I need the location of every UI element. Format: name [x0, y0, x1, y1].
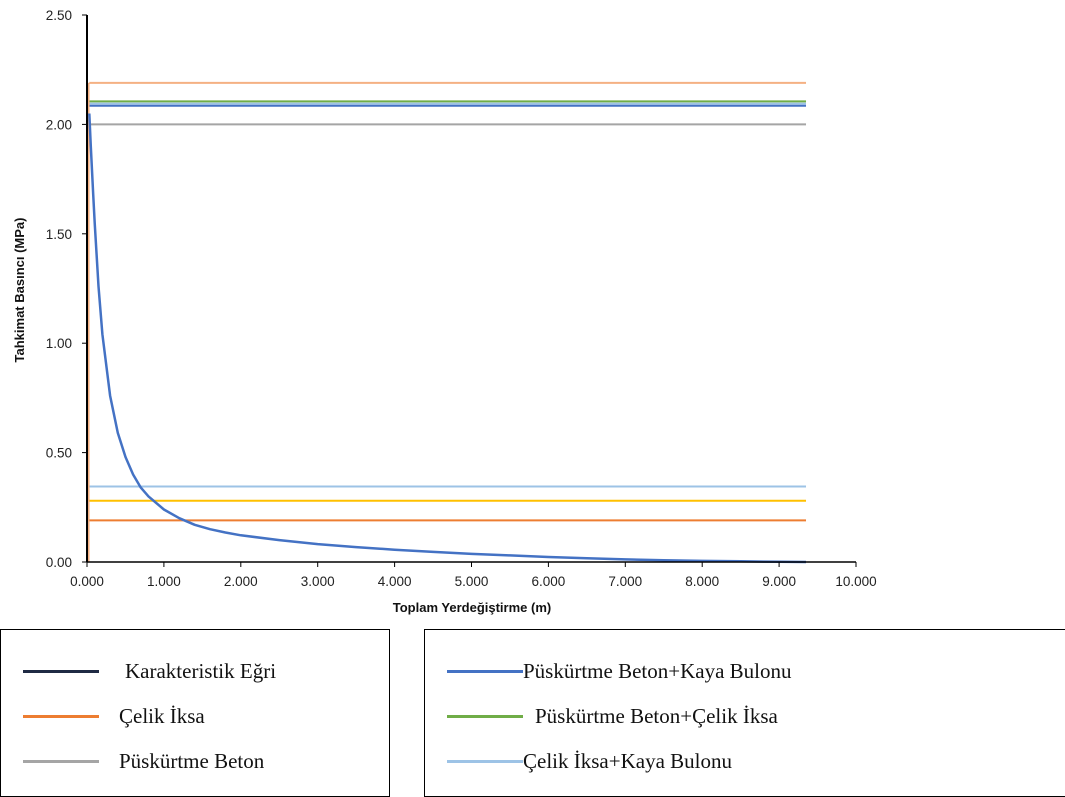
legend-swatch	[23, 669, 99, 673]
y-tick-label: 2.50	[46, 8, 72, 23]
legend-swatch	[23, 714, 99, 718]
x-tick-label: 1.000	[147, 574, 181, 589]
legend-item: Püskürtme Beton	[23, 746, 264, 776]
legend-right: Püskürtme Beton+Kaya Bulonu Püskürtme Be…	[424, 629, 1065, 797]
legend-swatch	[23, 759, 99, 763]
chart: 0.000 1.000 2.000 3.000 4.000 5.000 6.000 7.000…	[12, 8, 877, 615]
legend-item: Çelik İksa+Kaya Bulonu	[447, 746, 732, 776]
legend-label: Karakteristik Eğri	[125, 658, 277, 683]
legend-left: Karakteristik Eğri Çelik İksa Püskürtme …	[0, 629, 390, 797]
legend-swatch	[447, 714, 523, 718]
characteristic-curve	[88, 113, 807, 564]
x-tick-label: 3.000	[301, 574, 335, 589]
legend-item: Püskürtme Beton+Çelik İksa	[447, 701, 778, 731]
legend-label: Püskürtme Beton+Kaya Bulonu	[523, 658, 792, 683]
legend-label: Çelik İksa+Kaya Bulonu	[523, 748, 732, 773]
x-tick-label: 10.000	[835, 574, 876, 589]
y-tick-label: 0.50	[46, 446, 72, 461]
legend-swatch	[447, 669, 523, 673]
legend-item: Çelik İksa	[23, 701, 205, 731]
plot-area	[86, 81, 807, 564]
axes: 0.000 1.000 2.000 3.000 4.000 5.000 6.000 7.000…	[46, 8, 877, 589]
y-tick-label: 1.00	[46, 336, 72, 351]
x-axis-title: Toplam Yerdeğiştirme (m)	[393, 600, 551, 615]
legend-item: Karakteristik Eğri	[23, 656, 276, 686]
x-tick-label: 8.000	[685, 574, 719, 589]
y-tick-label: 2.00	[46, 117, 72, 132]
x-tick-label: 7.000	[608, 574, 642, 589]
x-tick-label: 4.000	[378, 574, 412, 589]
y-axis-title: Tahkimat Basıncı (MPa)	[12, 218, 27, 363]
legend-label: Püskürtme Beton	[119, 748, 265, 773]
legend-item: Püskürtme Beton+Kaya Bulonu	[447, 656, 792, 686]
x-tick-label: 6.000	[532, 574, 566, 589]
y-tick-label: 1.50	[46, 227, 72, 242]
x-tick-label: 5.000	[455, 574, 489, 589]
x-tick-label: 2.000	[224, 574, 258, 589]
legend-label: Püskürtme Beton+Çelik İksa	[535, 703, 778, 728]
x-tick-label: 0.000	[70, 574, 104, 589]
legend-label: Çelik İksa	[119, 703, 205, 728]
legend-swatch	[447, 759, 523, 763]
x-tick-label: 9.000	[762, 574, 796, 589]
y-tick-label: 0.00	[46, 555, 72, 570]
